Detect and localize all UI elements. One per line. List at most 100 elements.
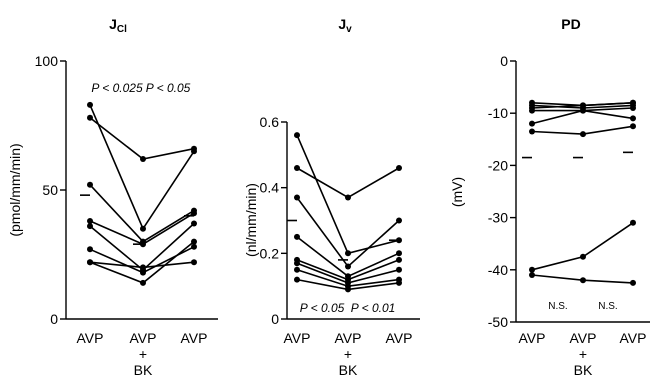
panel-jv-data-point <box>345 194 351 201</box>
panel-jcl-title: JCl <box>109 16 127 35</box>
panel-jv-data-point <box>345 263 351 270</box>
panel-jcl-data-point <box>140 279 146 286</box>
panel-pd-data-point <box>630 123 636 130</box>
panel-jv-data-point <box>396 165 402 171</box>
panel-jcl-ytick-label: 0 <box>50 311 58 327</box>
panel-jcl-data-point <box>191 243 197 250</box>
panel-pd-data-point <box>580 277 586 284</box>
panel-jcl-data-point <box>140 269 146 276</box>
panel-jv-title-sub: v <box>346 24 352 35</box>
panel-jcl-ytick-label: 50 <box>42 182 58 198</box>
panel-jv-data-point <box>294 132 300 139</box>
panel-pd-ytick-label: -10 <box>488 105 508 121</box>
panel-pd-data-point <box>630 115 636 122</box>
panel-jcl-category-label: + <box>139 346 147 362</box>
panel-jv-series-line <box>296 134 400 255</box>
panel-jcl-data-point <box>87 181 93 188</box>
panel-pd-annotation: N.S. <box>598 301 617 312</box>
panel-jcl-title-sub: Cl <box>117 24 127 35</box>
panel-jv-category-label: + <box>344 346 352 362</box>
panel-jv-data-point <box>294 260 300 267</box>
panel-pd-ytick-label: -30 <box>488 210 508 226</box>
panel-jcl-annotation: P < 0.05 <box>146 81 191 95</box>
panel-jcl-data-point <box>87 218 93 224</box>
panel-jcl-ylabel: (pmol/mm/min) <box>7 143 23 236</box>
panel-pd-category-label: AVP <box>570 330 597 346</box>
panel-jv-data-point <box>396 256 402 263</box>
panel-jv-data-point <box>294 165 300 171</box>
panel-jcl-series-line <box>89 117 195 160</box>
panel-jcl-data-point <box>140 264 146 271</box>
panel-jcl-category-label: AVP <box>77 330 104 346</box>
panel-pd-data-point <box>580 131 586 138</box>
panel-jv-data-point <box>396 250 402 257</box>
panel-jcl-series-line <box>89 104 195 231</box>
panel-pd-data-point <box>630 219 636 226</box>
panel-jv-data-point <box>396 279 402 286</box>
panel-jv-annotation: P < 0.05 <box>300 301 345 315</box>
panel-jv-data-point <box>294 266 300 273</box>
panel-jcl-annotation: P < 0.025 <box>91 81 143 95</box>
panel-pd-title: PD <box>561 16 580 32</box>
panel-pd-category-label: AVP <box>620 330 647 346</box>
panel-jv-data-point <box>294 276 300 283</box>
panel-pd-category-label: + <box>579 346 587 362</box>
panel-pd-ytick-label: -50 <box>488 314 508 330</box>
panel-jcl-data-point <box>191 259 197 266</box>
panel-pd-ylabel: (mV) <box>449 177 465 207</box>
panel-jcl-data-point <box>191 220 197 227</box>
panel-pd-category-label: AVP <box>519 330 546 346</box>
panel-jcl-data-point <box>87 114 93 121</box>
panel-jcl-data-point <box>191 238 197 245</box>
panel-jcl-data-point <box>191 210 197 217</box>
panel-jv-ytick-label: 0.6 <box>260 114 280 130</box>
panel-jcl-data-point <box>140 156 146 162</box>
panel-jcl-data-point <box>140 225 146 232</box>
panel-pd-data-point <box>630 99 636 106</box>
panel-pd-data-point <box>580 107 586 114</box>
panel-pd-data-point <box>580 253 586 260</box>
panel-jv-ytick-label: 0.4 <box>260 180 280 196</box>
panel-pd-data-point <box>529 266 535 273</box>
panel-pd-data-point <box>580 102 586 109</box>
panel-jcl-series-line <box>89 184 195 243</box>
panel-jcl-ytick-label: 100 <box>35 53 59 69</box>
panel-jcl-data-point <box>87 101 93 108</box>
panel-jv-series-line <box>296 236 400 278</box>
panel-pd-data-point <box>529 272 535 278</box>
panel-jv-data-point <box>396 266 402 273</box>
panel-jv-data-point <box>345 250 351 257</box>
panel-pd-ytick-label: -40 <box>488 262 508 278</box>
panel-pd-data-point <box>529 128 535 135</box>
panel-pd-ytick-label: -20 <box>488 157 508 173</box>
panel-jv-annotation: P < 0.01 <box>351 301 396 315</box>
panel-jv-category-label: AVP <box>335 330 362 346</box>
panel-pd-series-line <box>531 222 634 271</box>
panel-jv-data-point <box>294 233 300 240</box>
panel-jv-category-label: AVP <box>386 330 413 346</box>
panel-jv-ytick-label: 0.2 <box>260 245 280 261</box>
panel-pd-data-point <box>630 279 636 286</box>
panel-jcl-data-point <box>87 246 93 253</box>
panel-pd-data-point <box>630 105 636 111</box>
panel-jv-data-point <box>345 286 351 293</box>
panel-jcl-series-line <box>89 240 195 284</box>
panel-jv-data-point <box>294 194 300 201</box>
panel-pd-annotation: N.S. <box>548 301 567 312</box>
panel-pd-category-label: BK <box>574 362 593 378</box>
panel-pd-data-point <box>529 107 535 114</box>
panel-jcl-data-point <box>191 145 197 152</box>
panel-jv-ylabel: (nl/mm/min) <box>243 183 259 257</box>
panel-pd-data-point <box>529 120 535 127</box>
panel-jv-data-point <box>396 217 402 224</box>
panel-jcl-category-label: BK <box>134 362 153 378</box>
panel-jv-category-label: AVP <box>284 330 311 346</box>
panel-jcl-category-label: AVP <box>181 330 208 346</box>
panel-jv-category-label: BK <box>339 362 358 378</box>
panel-pd-ytick-label: 0 <box>500 53 508 69</box>
panel-jcl-category-label: AVP <box>130 330 157 346</box>
